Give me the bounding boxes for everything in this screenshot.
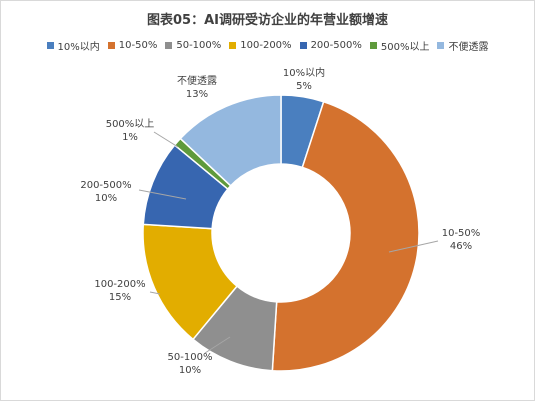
legend-swatch <box>369 42 377 49</box>
legend-item: 50-100% <box>165 40 221 51</box>
legend-item: 10%以内 <box>46 38 100 53</box>
legend-swatch <box>107 42 115 49</box>
slice-value-label: 13% <box>186 89 208 100</box>
legend-label: 50-100% <box>176 40 222 51</box>
legend-item: 200-500% <box>299 40 362 51</box>
slice-value-label: 15% <box>109 292 131 303</box>
legend-label: 10-50% <box>118 40 158 51</box>
legend-label: 100-200% <box>240 40 292 51</box>
slice-category-label: 10%以内 <box>283 66 325 79</box>
donut-slice <box>271 100 420 372</box>
slice-value-label: 10% <box>179 365 201 376</box>
slice-value-label: 46% <box>450 241 472 252</box>
legend-label: 10%以内 <box>57 42 100 53</box>
legend-swatch <box>229 42 237 49</box>
slice-category-label: 50-100% <box>168 352 213 363</box>
legend-swatch <box>165 42 173 49</box>
legend-label: 200-500% <box>310 40 362 51</box>
leader-line <box>138 189 187 200</box>
chart-legend: 10%以内 10-50% 50-100% 100-200% 200-500% 500%以上… <box>0 38 535 53</box>
chart-title: 图表05：AI调研受访企业的年营业额增速 <box>147 13 388 28</box>
slice-value-label: 5% <box>296 81 312 92</box>
legend-label: 500%以上 <box>380 42 430 53</box>
leader-line <box>149 291 161 295</box>
leader-line <box>204 336 231 354</box>
leader-line <box>153 131 179 148</box>
legend-item: 500%以上 <box>369 38 430 53</box>
donut-slice <box>179 94 282 187</box>
legend-item: 10-50% <box>107 40 158 51</box>
legend-item: 100-200% <box>229 40 292 51</box>
slice-value-label: 1% <box>122 132 138 143</box>
legend-label: 不便透露 <box>448 42 489 53</box>
slice-category-label: 500%以上 <box>106 118 155 130</box>
legend-swatch <box>437 42 445 49</box>
slice-category-label: 10-50% <box>442 228 481 239</box>
legend-swatch <box>46 42 54 49</box>
slice-category-label: 100-200% <box>94 279 145 290</box>
slice-value-label: 10% <box>95 193 117 204</box>
slice-category-label: 不便透露 <box>177 74 217 87</box>
slice-category-label: 200-500% <box>80 180 131 191</box>
legend-swatch <box>299 42 307 49</box>
legend-item: 不便透露 <box>437 38 488 53</box>
leader-line <box>388 240 439 253</box>
